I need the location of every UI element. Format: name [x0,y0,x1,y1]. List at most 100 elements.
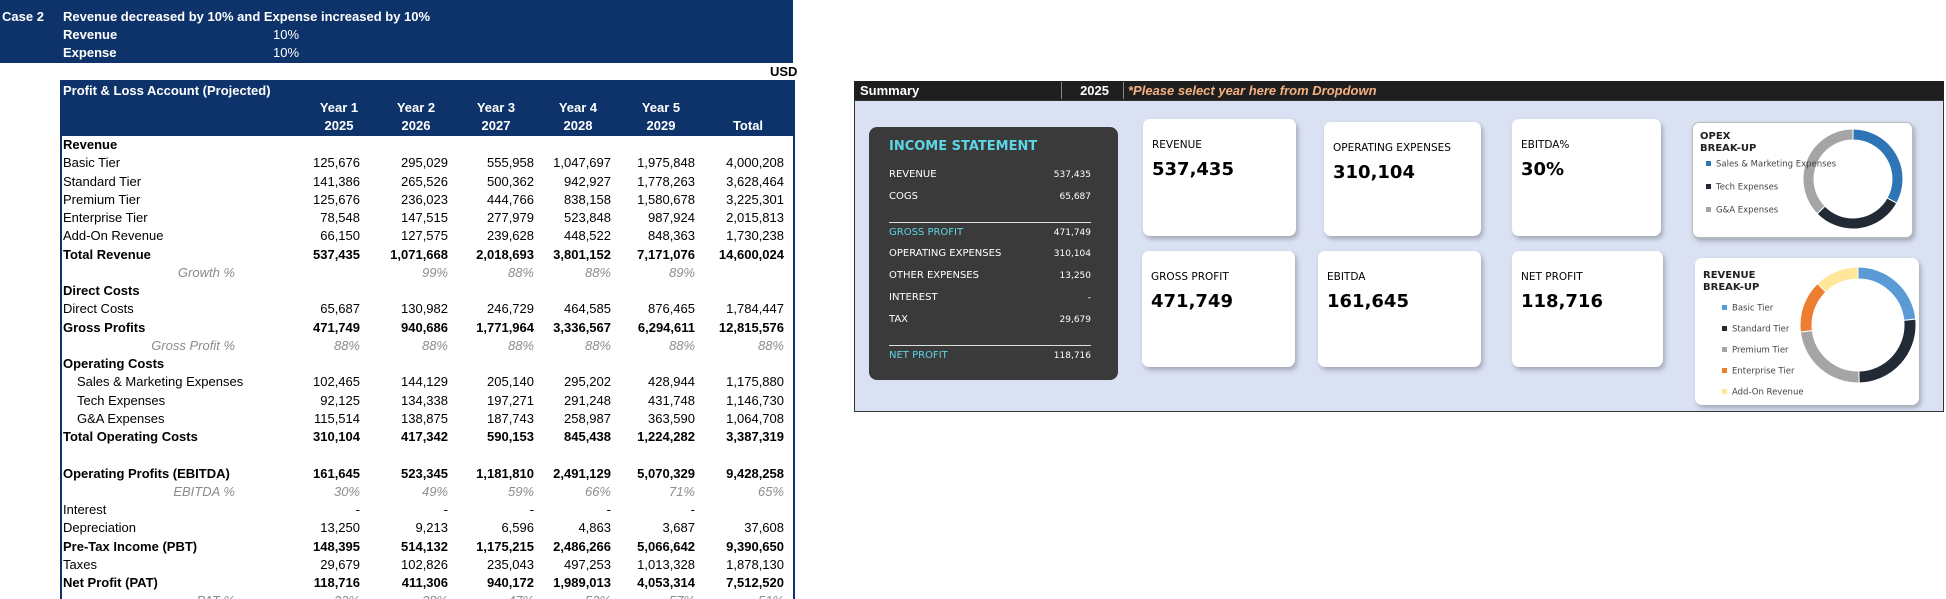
cell-value: 22% [240,592,360,599]
cell-value: 51% [664,592,784,599]
cell-value: - [529,502,534,517]
cell-value: 987,924 [648,210,695,225]
row-label: Operating Costs [63,356,165,371]
cell-value: 258,987 [564,410,611,426]
cell-value: 6,596 [501,520,534,536]
case-title: Revenue decreased by 10% and Expense inc… [63,9,431,24]
cell-value: 277,979 [487,210,534,225]
cell-value: 71% [668,483,695,499]
income-value: 118,716 [1053,350,1091,361]
cell-value: 265,526 [401,173,448,189]
cell-value: 47% [414,592,534,599]
income-title: INCOME STATEMENT [889,139,1038,154]
cell-value: 235,043 [487,556,534,572]
legend-swatch [1722,326,1727,331]
summary-prompt: *Please select year here from Dropdown [1128,83,1377,98]
kpi-label: EBITDA% [1521,139,1570,151]
total-label: Total [732,118,764,133]
cell-value: 147,515 [401,210,448,225]
cell-value: 187,743 [487,410,534,426]
donut-segment [1858,318,1917,384]
income-value: 537,435 [1053,170,1091,180]
cell-value: 102,826 [401,556,448,572]
income-label: REVENUE [889,169,937,180]
cell-value: 125,676 [313,191,360,207]
cell-value: - [443,502,448,517]
cell-value: 448,522 [564,228,611,244]
row-label: PAT % [63,592,235,599]
cell-value: 1,784,447 [726,301,784,317]
cell-value: 9,428,258 [726,465,784,481]
legend-swatch [1706,184,1711,189]
cell-value: 3,687 [662,520,695,536]
rule [889,344,1091,346]
year-dropdown[interactable]: 2025 [1080,83,1109,98]
cell-value: 1,989,013 [553,575,611,590]
cell-value: 197,271 [487,392,534,408]
cell-value: 9,213 [415,520,448,536]
fiscal-year: 2027 [481,118,511,133]
summary-title: Summary [860,83,920,98]
legend-label: Tech Expenses [1715,183,1779,193]
currency-label: USD [770,64,798,79]
case-row-value: 10% [273,27,300,42]
cell-value: 115,514 [313,410,360,426]
cell-value: 523,848 [564,210,611,225]
cell-value: 291,248 [564,392,611,408]
row-label: Gross Profits [63,319,146,335]
cell-value: 148,395 [313,538,360,554]
row-label: Total Revenue [63,246,151,262]
income-label: TAX [889,313,909,325]
kpi-card: GROSS PROFIT 471,749 [1142,251,1295,367]
donut-segment [1799,282,1827,333]
cell-value: 57% [575,592,695,599]
chart-title: REVENUE [1703,270,1756,281]
row-label: Basic Tier [63,155,121,171]
cell-value: 1,175,215 [476,538,534,554]
currency: USD [770,63,797,81]
row-label: Growth % [177,264,235,280]
cell-value: 246,729 [487,301,534,317]
cell-value: 590,153 [487,429,534,444]
row-label: Pre-Tax Income (PBT) [63,538,198,554]
legend-label: Premium Tier [1732,346,1789,356]
cell-value: 138,875 [401,410,448,426]
summary-bar [854,81,1944,100]
case-row-label: Revenue [63,27,118,42]
case-row-value: 10% [273,45,300,60]
kpi-label: REVENUE [1152,139,1202,151]
kpi-value: 471,749 [1151,291,1233,312]
cell-value: 3,628,464 [726,173,784,189]
donut-segment [1857,266,1917,321]
legend-swatch [1722,305,1727,310]
kpi-value: 30% [1521,159,1565,180]
separator [1061,82,1062,99]
legend-label: Add-On Revenue [1732,388,1804,398]
cell-value: 88% [584,337,611,353]
row-label: Total Operating Costs [63,429,198,444]
cell-value: 417,342 [401,429,448,444]
cell-value: 66,150 [320,228,360,244]
income-label: INTEREST [889,292,938,303]
income-label: NET PROFIT [889,349,948,361]
cell-value: 38% [328,592,448,599]
legend-label: Enterprise Tier [1732,367,1795,377]
cell-value: 88% [668,337,695,353]
cell-value: 88% [757,337,784,353]
cell-value: - [690,502,695,517]
cell-value: 3,387,319 [726,429,784,444]
row-label: Depreciation [63,520,136,536]
cell-value: 876,465 [648,301,695,317]
year-label: Year 1 [319,100,359,115]
income-value: - [1087,293,1091,303]
cell-value: 14,600,024 [718,246,784,262]
cell-value: 1,771,964 [476,319,534,335]
kpi-label: OPERATING EXPENSES [1333,142,1451,154]
income-value: 13,250 [1059,271,1092,282]
cell-value: 99% [421,264,448,280]
cell-value: 66% [584,483,611,499]
cell-value: - [606,502,611,517]
row-label: G&A Expenses [77,410,165,426]
